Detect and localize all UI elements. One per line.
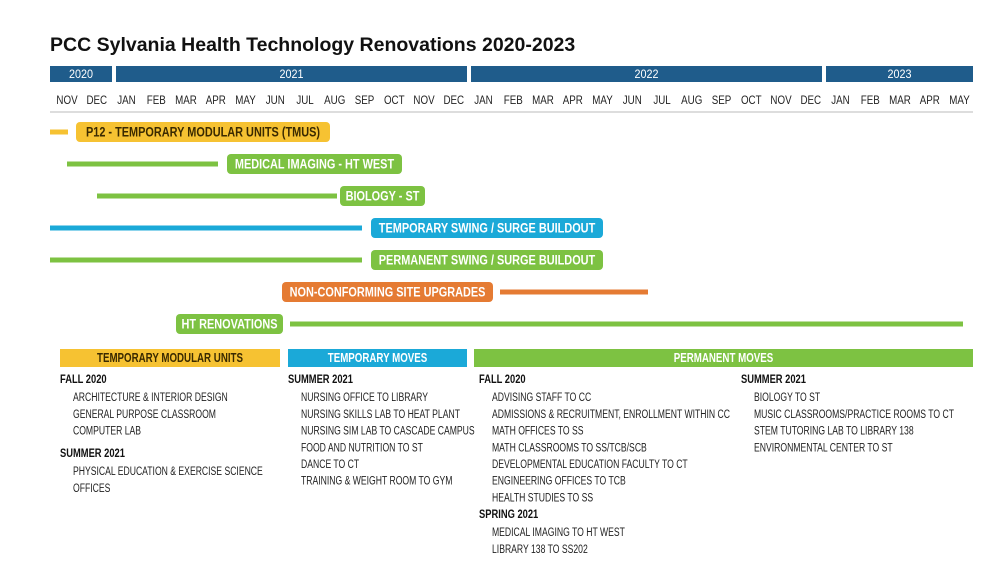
month-label: FEB bbox=[861, 94, 880, 107]
month-label: JUL bbox=[653, 94, 670, 107]
month-label: NOV bbox=[770, 94, 792, 107]
task-label-box bbox=[371, 250, 603, 270]
move-item: MATH OFFICES TO SS bbox=[492, 425, 584, 438]
move-item: ENGINEERING OFFICES TO TCB bbox=[492, 475, 626, 488]
move-item: BIOLOGY TO ST bbox=[754, 392, 821, 405]
move-item: DANCE TO CT bbox=[301, 459, 360, 472]
move-item: STEM TUTORING LAB TO LIBRARY 138 bbox=[754, 425, 914, 438]
move-item: COMPUTER LAB bbox=[73, 425, 141, 438]
year-band bbox=[50, 66, 973, 82]
month-label: OCT bbox=[741, 94, 762, 107]
task-label-box bbox=[76, 122, 330, 142]
month-label: APR bbox=[206, 94, 226, 107]
year-label: 2023 bbox=[887, 69, 911, 82]
month-label: MAR bbox=[889, 94, 911, 107]
task-label: NON-CONFORMING SITE UPGRADES bbox=[290, 284, 486, 300]
term-label: SUMMER 2021 bbox=[288, 373, 353, 386]
month-label: DEC bbox=[443, 94, 464, 107]
month-label: APR bbox=[920, 94, 940, 107]
task-label-box bbox=[371, 218, 603, 238]
year-label: 2022 bbox=[634, 69, 658, 82]
move-item: ENVIRONMENTAL CENTER TO ST bbox=[754, 442, 893, 455]
year-label: 2020 bbox=[69, 69, 93, 82]
section-header bbox=[60, 349, 280, 367]
section-header bbox=[474, 349, 973, 367]
month-label: JAN bbox=[831, 94, 849, 107]
task-label-box bbox=[282, 282, 493, 302]
month-label: APR bbox=[563, 94, 583, 107]
title: PCC Sylvania Health Technology Renovatio… bbox=[50, 34, 575, 56]
move-item: LIBRARY 138 TO SS202 bbox=[492, 544, 588, 557]
month-label: AUG bbox=[681, 94, 702, 107]
task-bar bbox=[97, 193, 337, 199]
task-label: PERMANENT SWING / SURGE BUILDOUT bbox=[379, 252, 596, 268]
task-bar bbox=[50, 225, 362, 231]
month-label: NOV bbox=[56, 94, 78, 107]
move-item: HEALTH STUDIES TO SS bbox=[492, 492, 593, 505]
task-label-box bbox=[176, 314, 283, 334]
move-item: MATH CLASSROOMS TO SS/TCB/SCB bbox=[492, 442, 647, 455]
move-item: FOOD AND NUTRITION TO ST bbox=[301, 442, 423, 455]
month-label: JUN bbox=[266, 94, 285, 107]
move-item: NURSING SKILLS LAB TO HEAT PLANT bbox=[301, 409, 460, 422]
task-label: BIOLOGY - ST bbox=[346, 188, 420, 204]
move-item: ADVISING STAFF TO CC bbox=[492, 392, 592, 405]
task-label-box bbox=[340, 186, 425, 206]
move-item: DEVELOPMENTAL EDUCATION FACULTY TO CT bbox=[492, 459, 688, 472]
month-label: MAY bbox=[235, 94, 255, 107]
move-item: MUSIC CLASSROOMS/PRACTICE ROOMS TO CT bbox=[754, 409, 955, 422]
task-label: P12 - TEMPORARY MODULAR UNITS (TMUS) bbox=[86, 124, 320, 140]
task-label: MEDICAL IMAGING - HT WEST bbox=[235, 156, 395, 172]
month-label: DEC bbox=[800, 94, 821, 107]
month-label: AUG bbox=[324, 94, 345, 107]
month-label: NOV bbox=[413, 94, 435, 107]
move-item: NURSING OFFICE TO LIBRARY bbox=[301, 392, 428, 405]
term-label: SPRING 2021 bbox=[479, 508, 538, 521]
month-label: FEB bbox=[147, 94, 166, 107]
task-label-box bbox=[227, 154, 402, 174]
move-item: ARCHITECTURE & INTERIOR DESIGN bbox=[73, 392, 228, 405]
move-item: ADMISSIONS & RECRUITMENT, ENROLLMENT WIT… bbox=[492, 409, 730, 422]
month-label: JAN bbox=[474, 94, 492, 107]
move-item: MEDICAL IMAGING TO HT WEST bbox=[492, 527, 625, 540]
task-label: HT RENOVATIONS bbox=[181, 316, 277, 332]
move-item: TRAINING & WEIGHT ROOM TO GYM bbox=[301, 475, 452, 488]
term-label: SUMMER 2021 bbox=[741, 373, 806, 386]
task-bar bbox=[50, 129, 68, 135]
section-title: TEMPORARY MODULAR UNITS bbox=[97, 352, 243, 365]
month-label: FEB bbox=[504, 94, 523, 107]
section-title: TEMPORARY MOVES bbox=[328, 352, 428, 365]
section-header bbox=[288, 349, 467, 367]
month-label: MAY bbox=[949, 94, 969, 107]
task-label: TEMPORARY SWING / SURGE BUILDOUT bbox=[379, 220, 596, 236]
task-bar bbox=[500, 289, 648, 295]
move-item: GENERAL PURPOSE CLASSROOM bbox=[73, 409, 216, 422]
year-label: 2021 bbox=[279, 69, 303, 82]
month-label: MAR bbox=[532, 94, 554, 107]
month-label: SEP bbox=[355, 94, 375, 107]
task-bar bbox=[50, 257, 362, 263]
month-label: DEC bbox=[86, 94, 107, 107]
month-label: MAY bbox=[592, 94, 612, 107]
term-label: SUMMER 2021 bbox=[60, 447, 125, 460]
move-item: NURSING SIM LAB TO CASCADE CAMPUS bbox=[301, 425, 475, 438]
task-bar bbox=[290, 321, 963, 327]
month-label: JUN bbox=[623, 94, 642, 107]
month-label: JAN bbox=[117, 94, 135, 107]
month-label: SEP bbox=[712, 94, 732, 107]
term-label: FALL 2020 bbox=[479, 373, 526, 386]
move-item: PHYSICAL EDUCATION & EXERCISE SCIENCE bbox=[73, 466, 263, 479]
section-title: PERMANENT MOVES bbox=[674, 352, 774, 365]
term-label: FALL 2020 bbox=[60, 373, 107, 386]
month-label: MAR bbox=[175, 94, 197, 107]
month-label: JUL bbox=[296, 94, 313, 107]
month-label: OCT bbox=[384, 94, 405, 107]
move-item: OFFICES bbox=[73, 483, 110, 496]
task-bar bbox=[67, 161, 218, 167]
